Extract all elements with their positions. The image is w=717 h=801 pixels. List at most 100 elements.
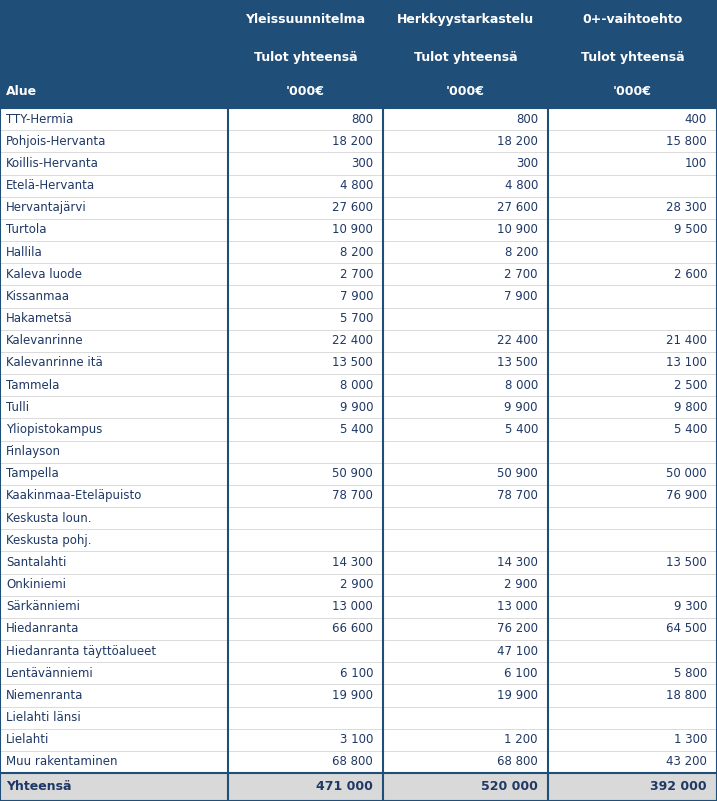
Text: Keskusta pohj.: Keskusta pohj.	[6, 533, 92, 547]
Text: 10 900: 10 900	[497, 223, 538, 236]
Text: 9 500: 9 500	[674, 223, 707, 236]
Text: 18 800: 18 800	[666, 689, 707, 702]
Text: 2 900: 2 900	[505, 578, 538, 591]
Text: 78 700: 78 700	[497, 489, 538, 502]
Text: 2 600: 2 600	[673, 268, 707, 280]
Text: Hiedanranta täyttöalueet: Hiedanranta täyttöalueet	[6, 645, 156, 658]
Text: Koillis-Hervanta: Koillis-Hervanta	[6, 157, 99, 170]
Text: Tampella: Tampella	[6, 467, 59, 481]
Text: Keskusta loun.: Keskusta loun.	[6, 512, 92, 525]
Bar	[0, 108, 717, 773]
Text: 64 500: 64 500	[666, 622, 707, 635]
Text: 6 100: 6 100	[505, 666, 538, 680]
Text: 18 200: 18 200	[332, 135, 373, 147]
Text: 520 000: 520 000	[481, 780, 538, 794]
Text: Yhteensä: Yhteensä	[6, 780, 72, 794]
Text: Yliopistokampus: Yliopistokampus	[6, 423, 103, 436]
Text: 5 700: 5 700	[340, 312, 373, 325]
Text: 9 900: 9 900	[340, 400, 373, 414]
Text: 2 900: 2 900	[340, 578, 373, 591]
Text: 2 700: 2 700	[340, 268, 373, 280]
Text: 47 100: 47 100	[497, 645, 538, 658]
Text: Onkiniemi: Onkiniemi	[6, 578, 66, 591]
Text: 9 900: 9 900	[505, 400, 538, 414]
Text: Kalevanrinne itä: Kalevanrinne itä	[6, 356, 103, 369]
Text: '000€: '000€	[613, 85, 652, 99]
Text: 13 500: 13 500	[498, 356, 538, 369]
Text: 27 600: 27 600	[332, 201, 373, 214]
Text: 78 700: 78 700	[332, 489, 373, 502]
Text: '000€: '000€	[446, 85, 485, 99]
Text: 13 500: 13 500	[332, 356, 373, 369]
Text: 66 600: 66 600	[332, 622, 373, 635]
Text: '000€: '000€	[286, 85, 325, 99]
Text: Muu rakentaminen: Muu rakentaminen	[6, 755, 118, 768]
Text: 2 700: 2 700	[505, 268, 538, 280]
Text: 13 500: 13 500	[666, 556, 707, 569]
Text: 8 000: 8 000	[505, 379, 538, 392]
Text: 0+-vaihtoehto: 0+-vaihtoehto	[582, 13, 683, 26]
Text: 10 900: 10 900	[332, 223, 373, 236]
Text: 14 300: 14 300	[332, 556, 373, 569]
Text: 43 200: 43 200	[666, 755, 707, 768]
Text: Särkänniemi: Särkänniemi	[6, 600, 80, 614]
Text: Alue: Alue	[6, 85, 37, 99]
Text: Tulot yhteensä: Tulot yhteensä	[581, 50, 684, 64]
Text: 8 200: 8 200	[340, 246, 373, 259]
Text: 471 000: 471 000	[316, 780, 373, 794]
Text: 800: 800	[351, 113, 373, 126]
Text: 50 900: 50 900	[498, 467, 538, 481]
Text: 22 400: 22 400	[332, 334, 373, 348]
Text: 22 400: 22 400	[497, 334, 538, 348]
Text: 4 800: 4 800	[505, 179, 538, 192]
Text: 19 900: 19 900	[497, 689, 538, 702]
Text: 76 900: 76 900	[666, 489, 707, 502]
Text: Herkkyystarkastelu: Herkkyystarkastelu	[397, 13, 534, 26]
Text: 5 400: 5 400	[674, 423, 707, 436]
Text: Turtola: Turtola	[6, 223, 47, 236]
Text: 6 100: 6 100	[340, 666, 373, 680]
Text: 800: 800	[516, 113, 538, 126]
Text: Hervantajärvi: Hervantajärvi	[6, 201, 87, 214]
Text: 1 300: 1 300	[674, 733, 707, 747]
Text: 13 000: 13 000	[332, 600, 373, 614]
Text: Niemenranta: Niemenranta	[6, 689, 83, 702]
Text: Hakametsä: Hakametsä	[6, 312, 72, 325]
Text: Lielahti länsi: Lielahti länsi	[6, 711, 81, 724]
Text: 9 300: 9 300	[674, 600, 707, 614]
Text: Tulot yhteensä: Tulot yhteensä	[414, 50, 517, 64]
Text: 7 900: 7 900	[340, 290, 373, 303]
Text: Lielahti: Lielahti	[6, 733, 49, 747]
Text: Tulli: Tulli	[6, 400, 29, 414]
Text: Kaakinmaa-Eteläpuisto: Kaakinmaa-Eteläpuisto	[6, 489, 143, 502]
Text: 300: 300	[351, 157, 373, 170]
Text: Kissanmaa: Kissanmaa	[6, 290, 70, 303]
Text: Hallila: Hallila	[6, 246, 43, 259]
Text: 400: 400	[685, 113, 707, 126]
Text: 300: 300	[516, 157, 538, 170]
Text: 68 800: 68 800	[498, 755, 538, 768]
Text: 19 900: 19 900	[332, 689, 373, 702]
Text: Lentävänniemi: Lentävänniemi	[6, 666, 94, 680]
Text: TTY-Hermia: TTY-Hermia	[6, 113, 73, 126]
Text: 8 000: 8 000	[340, 379, 373, 392]
Text: Santalahti: Santalahti	[6, 556, 67, 569]
Text: 28 300: 28 300	[666, 201, 707, 214]
Text: 5 400: 5 400	[505, 423, 538, 436]
Text: 68 800: 68 800	[332, 755, 373, 768]
Text: Hiedanranta: Hiedanranta	[6, 622, 80, 635]
Text: 9 800: 9 800	[674, 400, 707, 414]
Text: 15 800: 15 800	[666, 135, 707, 147]
Text: Kalevanrinne: Kalevanrinne	[6, 334, 84, 348]
Text: 8 200: 8 200	[505, 246, 538, 259]
Text: 14 300: 14 300	[497, 556, 538, 569]
Text: 3 100: 3 100	[340, 733, 373, 747]
Text: 76 200: 76 200	[497, 622, 538, 635]
Text: Finlayson: Finlayson	[6, 445, 61, 458]
Text: 100: 100	[685, 157, 707, 170]
Text: 7 900: 7 900	[505, 290, 538, 303]
Text: 5 800: 5 800	[674, 666, 707, 680]
Text: 4 800: 4 800	[340, 179, 373, 192]
Text: 27 600: 27 600	[497, 201, 538, 214]
Text: Yleissuunnitelma: Yleissuunnitelma	[245, 13, 366, 26]
